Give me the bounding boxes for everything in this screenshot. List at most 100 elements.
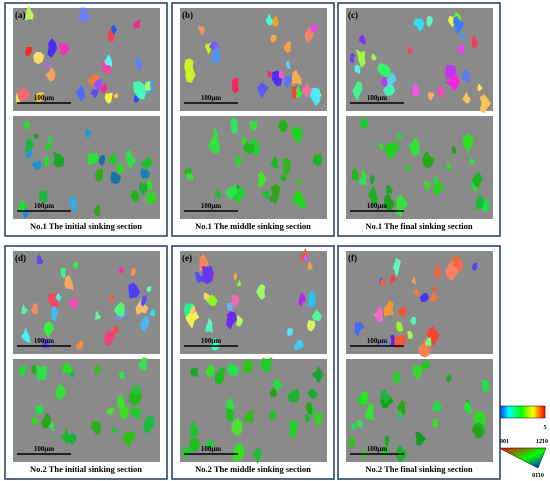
grain [297, 179, 302, 186]
grain [119, 267, 124, 274]
grain [25, 5, 34, 21]
grain [406, 165, 411, 173]
grain [378, 142, 385, 150]
grain [135, 297, 149, 315]
grain [398, 305, 406, 317]
grain [204, 439, 216, 449]
grain [31, 160, 42, 170]
grain [236, 279, 242, 287]
grain [282, 158, 291, 176]
grain [312, 157, 322, 166]
grain [35, 404, 44, 416]
grain [249, 137, 260, 157]
grain [311, 365, 324, 384]
grain [232, 442, 246, 463]
grain [105, 407, 115, 415]
grain [182, 446, 192, 458]
grain [242, 141, 255, 155]
scale-label: 100μm [34, 337, 54, 345]
grain [38, 190, 48, 203]
grain [396, 399, 406, 416]
grain [260, 357, 273, 372]
grain [236, 194, 243, 204]
panel-caption: No.1 The middle sinking section [195, 221, 311, 231]
grain [305, 402, 313, 416]
grain [383, 300, 394, 317]
grain [284, 74, 292, 89]
grain [384, 141, 399, 160]
grain [35, 92, 44, 102]
grain [249, 120, 258, 131]
grain [129, 407, 141, 419]
grain [139, 157, 153, 171]
grain [288, 420, 298, 439]
grain [472, 262, 478, 271]
grain [267, 70, 272, 78]
grain [17, 88, 31, 102]
grain [432, 180, 445, 195]
grain [21, 304, 29, 315]
grain [186, 172, 194, 181]
grain [233, 272, 237, 281]
grain [262, 190, 270, 201]
grain [479, 94, 491, 114]
grain [383, 193, 395, 213]
grain [44, 61, 50, 68]
grain [257, 171, 267, 188]
grain [426, 15, 433, 28]
grain [133, 80, 147, 100]
panel: 100μm 100μm (e) No.2 The middle sinking sec… [171, 245, 335, 480]
grain [463, 401, 472, 415]
grain [394, 334, 407, 349]
grain [90, 89, 98, 99]
grain [359, 174, 368, 186]
scale-label: 100μm [367, 202, 387, 210]
grain [453, 16, 464, 34]
grain [477, 83, 483, 92]
grain [381, 442, 389, 457]
grain [265, 13, 274, 26]
grain [225, 397, 234, 411]
grain [273, 379, 284, 393]
grain [303, 253, 309, 262]
grain [45, 142, 53, 152]
grain [386, 71, 397, 88]
grain [75, 85, 86, 102]
grain [241, 136, 247, 145]
panel-caption: No.2 The final sinking section [365, 464, 473, 474]
grain [462, 91, 471, 104]
grain [368, 185, 379, 207]
grain [392, 257, 401, 278]
grain [352, 81, 363, 101]
micrograph [346, 251, 493, 354]
grain [72, 261, 79, 269]
ipf-label: 12̄10 [536, 439, 548, 445]
grain [119, 371, 125, 380]
grain [451, 145, 456, 155]
grain [149, 309, 156, 318]
grain [418, 338, 431, 358]
grain [278, 70, 285, 79]
grain [307, 388, 318, 400]
grain [307, 320, 316, 332]
grain [360, 391, 368, 406]
grain [373, 306, 384, 322]
grain [285, 60, 291, 69]
grain [111, 24, 117, 35]
legend: 0 5 0001 12̄10 01̄10 [496, 405, 548, 479]
grain [446, 162, 451, 170]
micrograph [180, 8, 327, 111]
grain [51, 306, 58, 322]
grain [350, 52, 355, 64]
grain [68, 297, 79, 310]
grain [354, 322, 365, 338]
grain [79, 7, 91, 23]
grain [430, 292, 437, 303]
grain [64, 274, 74, 291]
grain [277, 119, 289, 132]
grain [188, 437, 201, 453]
panel-label: (d) [15, 253, 26, 263]
grain [460, 32, 466, 41]
grain [298, 292, 307, 307]
